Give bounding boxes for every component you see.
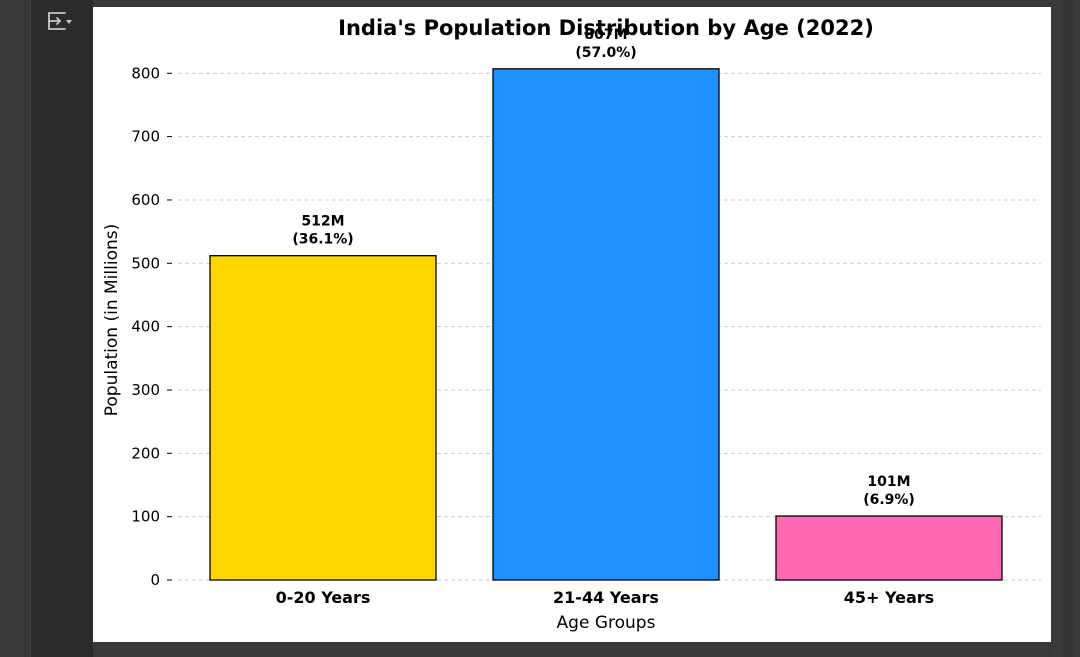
bar-3 xyxy=(775,515,1003,581)
y-tick-label: 0 xyxy=(150,571,160,589)
bar-2 xyxy=(492,68,720,581)
bar-1 xyxy=(209,255,437,581)
y-tick-label: 700 xyxy=(131,128,160,146)
y-tick-label: 300 xyxy=(131,381,160,399)
y-axis-label: Population (in Millions) xyxy=(102,224,122,416)
cell-output-sidebar xyxy=(30,0,93,657)
x-tick-label: 0-20 Years xyxy=(276,588,371,607)
bar-value-label: 101M xyxy=(867,474,910,490)
y-tick-label: 800 xyxy=(131,64,160,82)
vertical-scrollbar[interactable] xyxy=(1063,0,1073,657)
bar-percent-label: (36.1%) xyxy=(292,232,353,248)
bar-value-label: 512M xyxy=(301,214,344,230)
y-tick-label: 600 xyxy=(131,191,160,209)
y-tick-label: 200 xyxy=(131,444,160,462)
y-tick-label: 400 xyxy=(131,318,160,336)
bar-percent-label: (6.9%) xyxy=(863,492,915,508)
chart-title: India's Population Distribution by Age (… xyxy=(338,16,874,40)
chart-figure: 512M (36.1%) 807M (57.0%) 101M (6.9%) 0 100 200… xyxy=(93,7,1051,642)
bar-percent-label: (57.0%) xyxy=(575,45,636,61)
bar-value-label: 807M xyxy=(584,27,627,43)
bar-chart: 512M (36.1%) 807M (57.0%) 101M (6.9%) 0 100 200… xyxy=(102,16,1041,633)
x-axis-label: Age Groups xyxy=(557,613,656,633)
left-gutter xyxy=(0,0,30,657)
y-tick-label: 500 xyxy=(131,254,160,272)
x-tick-label: 21-44 Years xyxy=(553,588,659,607)
output-toggle-icon xyxy=(48,12,72,30)
y-tick-label: 100 xyxy=(131,508,160,526)
x-tick-label: 45+ Years xyxy=(844,588,934,607)
output-toggle-button[interactable] xyxy=(44,8,74,34)
